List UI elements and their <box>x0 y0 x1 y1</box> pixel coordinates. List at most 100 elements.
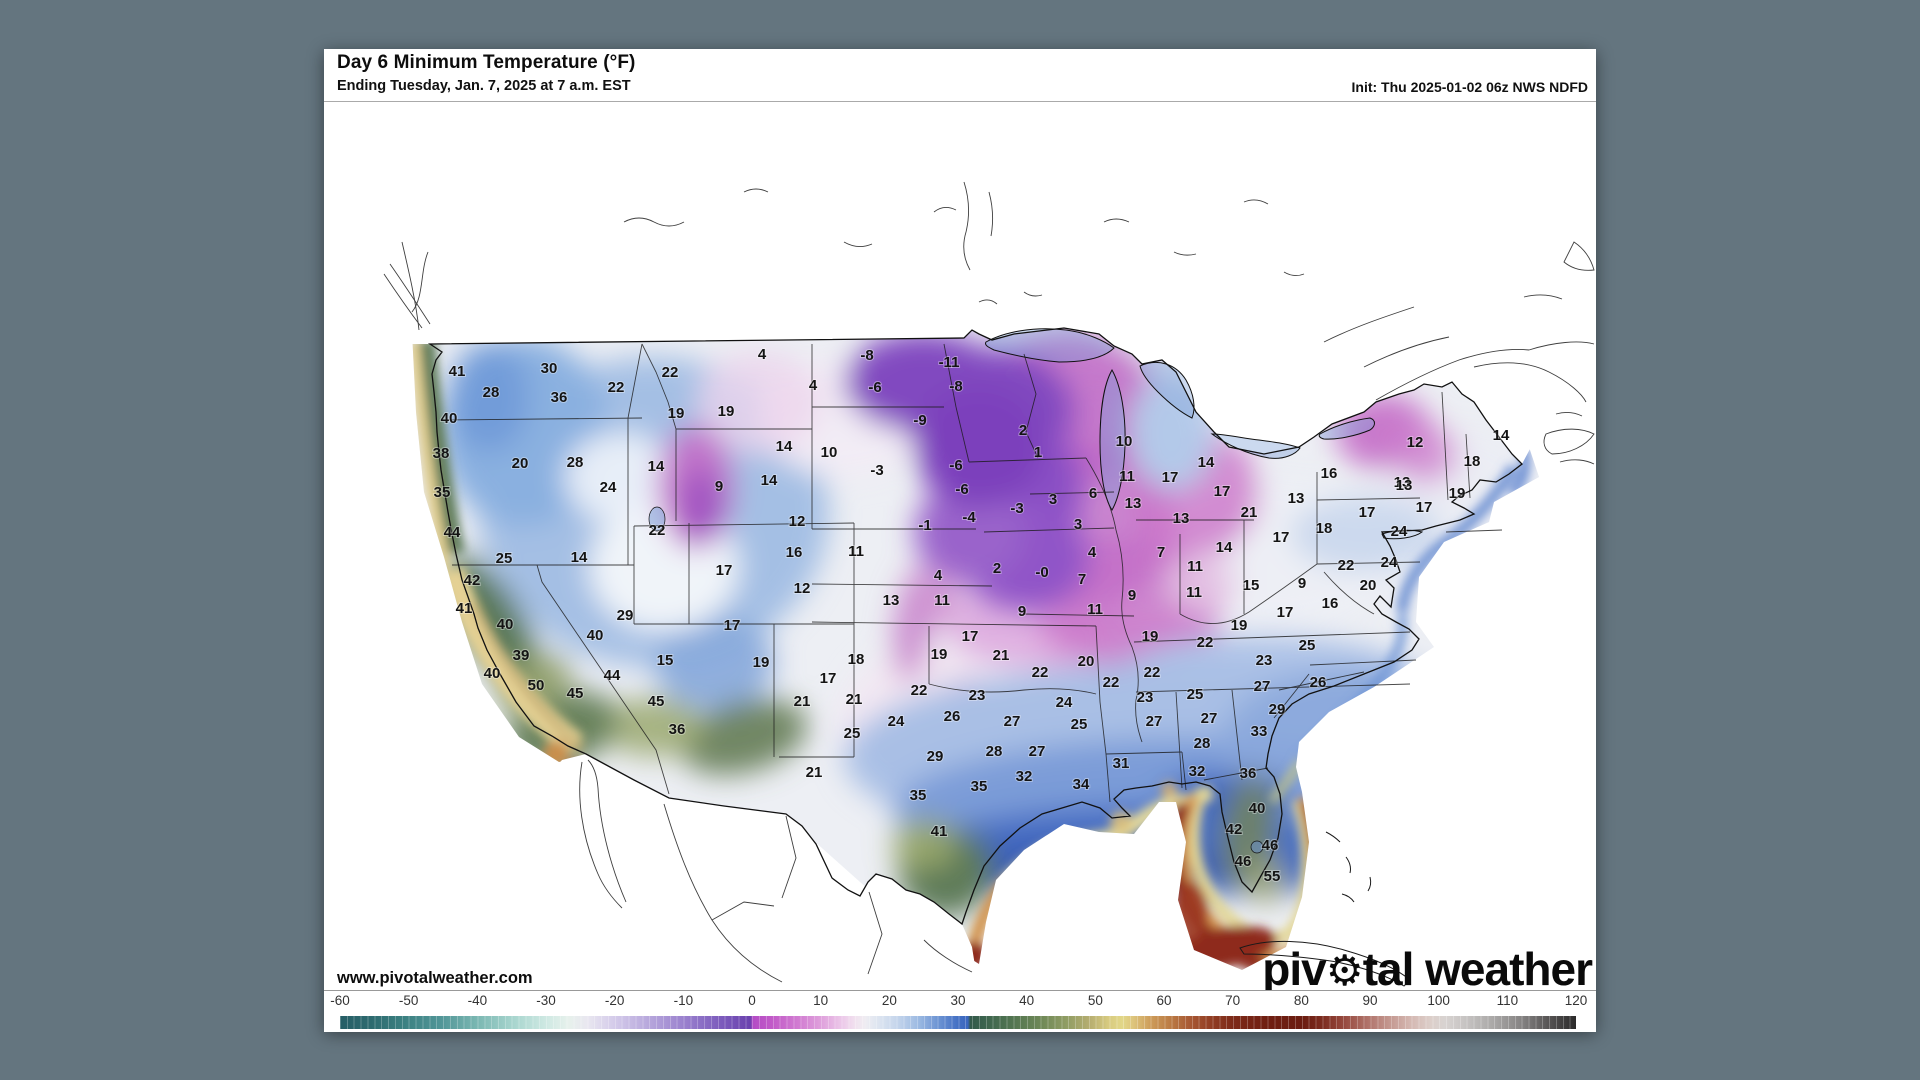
station-temp-label: 19 <box>1142 628 1159 645</box>
station-temp-label: 17 <box>724 617 741 634</box>
station-temp-label: 9 <box>1298 575 1306 592</box>
station-temp-label: 17 <box>1214 483 1231 500</box>
station-temp-label: 27 <box>1004 713 1021 730</box>
station-temp-label: 6 <box>1089 485 1097 502</box>
station-temp-label: 25 <box>496 550 513 567</box>
colorbar-tick: 60 <box>1156 993 1172 1008</box>
station-temp-label: 3 <box>1049 491 1057 508</box>
station-temp-label: 42 <box>1226 821 1243 838</box>
station-temp-label: -4 <box>962 509 976 526</box>
mexico-geography-lines <box>579 759 973 983</box>
station-temp-label: 22 <box>608 379 625 396</box>
station-temp-label: 40 <box>484 665 501 682</box>
colorbar-tick: 70 <box>1225 993 1241 1008</box>
great-lakes <box>648 328 1424 854</box>
station-temp-label: 10 <box>821 444 838 461</box>
station-temp-label: 11 <box>934 592 950 609</box>
station-temp-label: 9 <box>715 478 723 495</box>
station-temp-label: 22 <box>1103 674 1120 691</box>
station-temp-label: 11 <box>1119 468 1135 485</box>
station-temp-label: 2 <box>993 560 1001 577</box>
colorbar-tick: 120 <box>1564 993 1588 1008</box>
station-temp-label: 22 <box>649 522 666 539</box>
station-temp-label: 3 <box>1074 516 1082 533</box>
forecast-map-card: Day 6 Minimum Temperature (°F) Ending Tu… <box>324 49 1596 1032</box>
station-temp-label: 14 <box>571 549 588 566</box>
station-temp-label: 21 <box>794 693 811 710</box>
colorbar-tick: -40 <box>467 993 488 1008</box>
station-temp-label: 17 <box>1359 504 1376 521</box>
station-temp-label: 19 <box>931 646 948 663</box>
station-temp-label: 18 <box>848 651 865 668</box>
station-temp-label: 40 <box>441 410 458 427</box>
station-temp-label: -8 <box>860 347 873 364</box>
station-temp-label: 1 <box>1034 444 1042 461</box>
station-temp-label: 17 <box>716 562 733 579</box>
station-temp-label: 25 <box>1071 716 1088 733</box>
init-time-label: Init: Thu 2025-01-02 06z NWS NDFD <box>1351 79 1589 95</box>
station-temp-label: 22 <box>662 364 679 381</box>
station-temp-label: 23 <box>1137 689 1154 706</box>
station-temp-label: 14 <box>761 472 778 489</box>
station-temp-label: 41 <box>449 363 466 380</box>
station-temp-label: -6 <box>949 457 962 474</box>
station-temp-label: 36 <box>1240 765 1257 782</box>
station-temp-label: 11 <box>1186 584 1202 601</box>
station-temp-label: 55 <box>1264 868 1281 885</box>
station-temp-label: 12 <box>789 513 806 530</box>
cuba-bahamas-outline <box>1239 831 1411 987</box>
station-temp-label: 19 <box>753 654 770 671</box>
station-temp-label: 40 <box>1249 800 1266 817</box>
station-temp-label: 25 <box>1187 686 1204 703</box>
station-temp-label: -9 <box>913 412 926 429</box>
station-temp-label: 14 <box>1198 454 1215 471</box>
station-temp-label: 38 <box>433 445 450 462</box>
station-temp-label: 30 <box>541 360 558 377</box>
station-temp-label: 4 <box>758 346 767 363</box>
colorbar-tick: 20 <box>881 993 897 1008</box>
canada-geography-lines <box>383 181 1595 465</box>
station-temp-label: 33 <box>1251 723 1268 740</box>
station-temp-label: 24 <box>600 479 617 496</box>
station-temp-label: 27 <box>1146 713 1163 730</box>
station-temp-label: 11 <box>1187 558 1203 575</box>
station-temp-label: 17 <box>820 670 837 687</box>
station-temp-label: 34 <box>1073 776 1090 793</box>
station-temp-label: 2 <box>1019 422 1027 439</box>
station-temp-label: 36 <box>551 389 568 406</box>
station-temp-label: 17 <box>1273 529 1290 546</box>
colorbar-tick: 90 <box>1362 993 1378 1008</box>
station-temp-label: 27 <box>1029 743 1046 760</box>
station-temp-label: 40 <box>587 627 604 644</box>
station-temp-label: -3 <box>1010 500 1023 517</box>
station-temp-label: 11 <box>848 543 864 560</box>
gear-icon: ⚙ <box>1325 947 1364 990</box>
colorbar-tick: 80 <box>1293 993 1309 1008</box>
station-temp-label: 22 <box>1197 634 1214 651</box>
station-temp-label: 9 <box>1128 587 1136 604</box>
conus-outline <box>427 327 1523 926</box>
station-temp-label: 36 <box>669 721 686 738</box>
station-temp-label: 14 <box>1216 539 1233 556</box>
station-temp-label: 19 <box>668 405 685 422</box>
colorbar-tick: -30 <box>536 993 556 1008</box>
colorbar-panel: -60 -50 -40 -30 -20 -10 0 10 20 30 40 50 60 70 80 90 100… <box>324 990 1596 1032</box>
station-temp-label: -3 <box>870 462 883 479</box>
website-url-label: www.pivotalweather.com <box>337 969 533 987</box>
station-temp-label: 24 <box>888 713 905 730</box>
station-temp-label: 28 <box>567 454 584 471</box>
station-temp-label: 18 <box>1464 453 1481 470</box>
station-temp-label: 12 <box>794 580 811 597</box>
mexico-landmass <box>536 754 976 990</box>
station-temp-label: 24 <box>1381 554 1398 571</box>
station-temp-label: 25 <box>1299 637 1316 654</box>
station-temp-label: 41 <box>456 600 473 617</box>
station-temp-label: 22 <box>1338 557 1355 574</box>
station-temp-label: 24 <box>1391 523 1408 540</box>
station-temp-label: 14 <box>776 438 793 455</box>
station-temp-label: 26 <box>1310 674 1327 691</box>
station-temp-label: 41 <box>931 823 948 840</box>
station-temp-label: 16 <box>1321 465 1338 482</box>
map-header: Day 6 Minimum Temperature (°F) Ending Tu… <box>324 49 1596 102</box>
station-temp-label: 46 <box>1235 853 1252 870</box>
